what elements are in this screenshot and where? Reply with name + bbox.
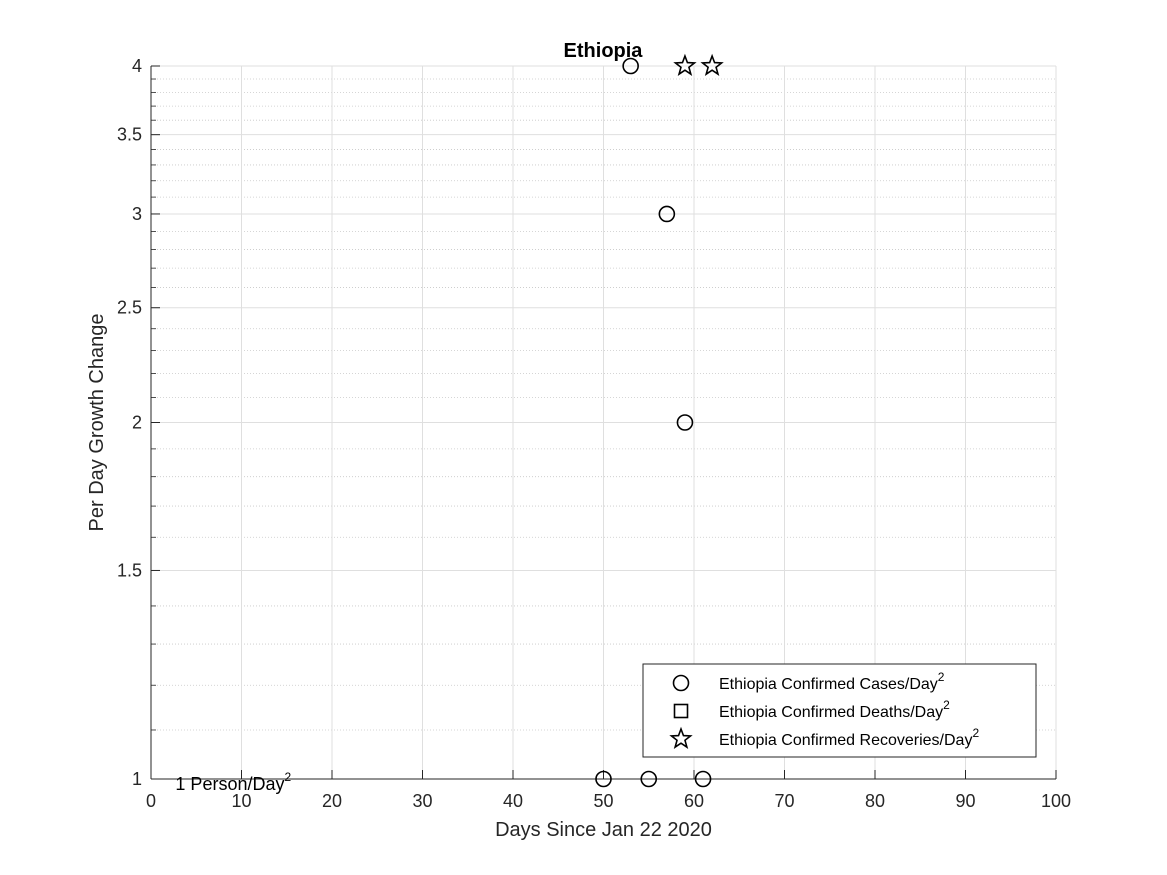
annotation-superscript: 2 — [284, 770, 291, 784]
y-tick-label: 1.5 — [117, 560, 142, 580]
y-tick-label: 3 — [132, 204, 142, 224]
ethiopia-confirmed-cases-day-point — [640, 770, 658, 788]
x-tick-label: 100 — [1041, 791, 1071, 811]
data-points — [595, 53, 724, 788]
annotation-text: 1 Person/Day — [175, 774, 284, 794]
legend-superscript: 2 — [972, 726, 979, 740]
ethiopia-confirmed-cases-day-point — [658, 205, 676, 223]
x-tick-label: 50 — [593, 791, 613, 811]
y-tick-label: 2 — [132, 413, 142, 433]
ethiopia-confirmed-cases-day-point — [694, 770, 712, 788]
legend-marker — [673, 703, 689, 719]
x-axis-label: Days Since Jan 22 2020 — [495, 819, 712, 841]
x-tick-label: 20 — [322, 791, 342, 811]
legend-superscript: 2 — [943, 698, 950, 712]
y-tick-label: 2.5 — [117, 298, 142, 318]
annotation-label: 1 Person/Day2 — [175, 770, 291, 794]
y-axis-label: Per Day Growth Change — [86, 314, 108, 532]
legend-label: Ethiopia Confirmed Deaths/Day — [719, 704, 943, 721]
x-tick-label: 40 — [503, 791, 523, 811]
x-tick-label: 30 — [412, 791, 432, 811]
legend-marker — [669, 726, 693, 749]
tick-labels: 11.522.533.540 10 20 30 40 50 60 70 80 90 100 — [117, 56, 1071, 811]
x-tick-label: 10 — [231, 791, 251, 811]
y-tick-label: 4 — [132, 56, 142, 76]
y-tick-label: 1 — [132, 769, 142, 789]
axes — [150, 65, 1057, 780]
x-tick-label: 0 — [146, 791, 156, 811]
legend-box — [642, 663, 1037, 758]
ethiopia-confirmed-recoveries-day-point — [673, 53, 697, 76]
ethiopia-confirmed-cases-day-point — [676, 414, 694, 431]
x-tick-label: 80 — [865, 791, 885, 811]
x-tick-label: 90 — [955, 791, 975, 811]
legend-label: Ethiopia Confirmed Recoveries/Day — [719, 732, 972, 749]
legend-entry: Ethiopia Confirmed Deaths/Day2 — [719, 698, 950, 721]
ethiopia-confirmed-cases-day-point — [595, 770, 612, 788]
x-tick-label: 60 — [684, 791, 704, 811]
legend-superscript: 2 — [938, 670, 945, 684]
annotations: 1 Person/Day2 — [175, 770, 291, 794]
y-tick-label: 3.5 — [117, 125, 142, 145]
ethiopia-confirmed-recoveries-day-point — [700, 53, 724, 76]
legend-label: Ethiopia Confirmed Cases/Day — [719, 676, 938, 693]
chart-title: Ethiopia — [564, 40, 644, 62]
x-tick-label: 70 — [774, 791, 794, 811]
legend-marker — [672, 674, 690, 692]
legend-entry: Ethiopia Confirmed Recoveries/Day2 — [719, 726, 979, 749]
legend-entry: Ethiopia Confirmed Cases/Day2 — [719, 670, 945, 693]
ethiopia-confirmed-cases-day-point — [622, 57, 639, 75]
